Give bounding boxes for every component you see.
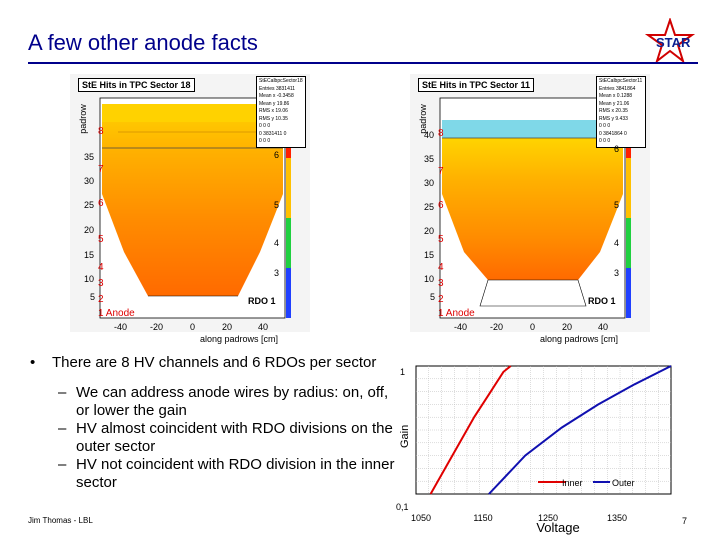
anode-label: 7 bbox=[98, 164, 104, 175]
left-ytick: 10 bbox=[84, 274, 95, 284]
left-ytick: 35 bbox=[84, 152, 95, 162]
right-ytick: 15 bbox=[424, 250, 435, 260]
right-ytick: 10 bbox=[424, 274, 435, 284]
rdo-label: 6 bbox=[274, 150, 280, 160]
rdo-label: 5 bbox=[614, 200, 620, 210]
anode-label: 3 bbox=[438, 278, 444, 289]
x-axis-label: Voltage bbox=[536, 520, 579, 535]
sub-bullet: – HV almost coincident with RDO divisions… bbox=[58, 420, 393, 455]
series-line-outer bbox=[488, 365, 672, 495]
anode-label: 5 bbox=[98, 234, 104, 245]
x-tick-label: 1250 bbox=[538, 513, 558, 523]
left-histogram bbox=[99, 97, 291, 319]
right-ytick: 40 bbox=[424, 130, 435, 140]
left-ytick: 30 bbox=[84, 176, 95, 186]
left-ytick: 25 bbox=[84, 200, 95, 210]
rdo-label: 4 bbox=[274, 238, 280, 248]
title-rule bbox=[28, 62, 698, 64]
left-xtick: 20 bbox=[222, 322, 233, 332]
sub-bullet: – HV not coincident with RDO division in … bbox=[58, 456, 395, 491]
x-tick-label: 1350 bbox=[607, 513, 627, 523]
anode-label: 1 Anode bbox=[438, 308, 475, 319]
left-ytick: 15 bbox=[84, 250, 95, 260]
right-xtick: -20 bbox=[490, 322, 504, 332]
anode-label: 4 bbox=[98, 262, 104, 273]
x-tick-label: 1050 bbox=[411, 513, 431, 523]
left-xtick: 40 bbox=[258, 322, 269, 332]
left-xtick: 0 bbox=[190, 322, 196, 332]
bullet-list: • There are 8 HV channels and 6 RDOs per … bbox=[30, 354, 400, 492]
anode-label: 2 bbox=[438, 294, 444, 305]
left-plot-title: StE Hits in TPC Sector 18 bbox=[78, 78, 195, 92]
anode-label: 5 bbox=[438, 234, 444, 245]
page-number: 7 bbox=[682, 516, 688, 526]
left-ytick: 5 bbox=[90, 292, 96, 302]
star-logo-icon bbox=[644, 18, 696, 64]
rdo-label: 6 bbox=[614, 144, 620, 154]
left-ylabel: padrow bbox=[77, 104, 88, 134]
right-xtick: 0 bbox=[530, 322, 536, 332]
anode-label: 8 bbox=[98, 126, 104, 137]
right-xtick: 20 bbox=[562, 322, 573, 332]
right-ytick: 25 bbox=[424, 202, 435, 212]
slide-title: A few other anode facts bbox=[28, 30, 258, 55]
right-ytick: 35 bbox=[424, 154, 435, 164]
right-ytick: 20 bbox=[424, 226, 435, 236]
rdo-label: 3 bbox=[274, 268, 280, 278]
left-xlabel: along padrows [cm] bbox=[200, 334, 279, 344]
right-ytick: 5 bbox=[430, 292, 436, 302]
rdo-text: RDO 1 bbox=[588, 296, 616, 306]
anode-label: 7 bbox=[438, 166, 444, 177]
right-histogram-panel: StE Hits in TPC Sector 11 StECalbpcSecto… bbox=[410, 74, 650, 332]
left-xtick: -40 bbox=[114, 322, 128, 332]
right-xtick: -40 bbox=[454, 322, 468, 332]
sub-bullet: – We can address anode wires by radius: o… bbox=[58, 384, 389, 419]
star-logo-text: STAR bbox=[656, 35, 691, 50]
anode-label: 2 bbox=[98, 294, 104, 305]
y-tick-label: 1 bbox=[400, 367, 405, 377]
right-xtick: 40 bbox=[598, 322, 609, 332]
y-tick-label: 0,1 bbox=[396, 502, 409, 512]
rdo-label: 4 bbox=[614, 238, 620, 248]
left-stats-box: StECalbpcSector18 Entries 3831411 Mean x -… bbox=[256, 76, 306, 148]
footer-author: Jim Thomas - LBL bbox=[28, 516, 93, 525]
right-ytick: 30 bbox=[424, 178, 435, 188]
anode-label: 6 bbox=[438, 200, 444, 211]
anode-label: 6 bbox=[98, 198, 104, 209]
legend-label-inner: Inner bbox=[562, 478, 583, 488]
left-ytick: 20 bbox=[84, 225, 95, 235]
anode-label: 8 bbox=[438, 128, 444, 139]
anode-label: 1 Anode bbox=[98, 308, 135, 319]
legend-label-outer: Outer bbox=[612, 478, 635, 488]
anode-label: 4 bbox=[438, 262, 444, 273]
anode-label: 3 bbox=[98, 278, 104, 289]
series-line-inner bbox=[429, 365, 512, 495]
right-stats-box: StECalbpcSector11 Entries 3841864 Mean x 0… bbox=[596, 76, 646, 148]
x-tick-label: 1150 bbox=[473, 513, 492, 523]
left-xtick: -20 bbox=[150, 322, 164, 332]
right-xlabel: along padrows [cm] bbox=[540, 334, 619, 344]
right-plot-title: StE Hits in TPC Sector 11 bbox=[418, 78, 535, 92]
rdo-label: 3 bbox=[614, 268, 620, 278]
rdo-text: RDO 1 bbox=[248, 296, 276, 306]
y-axis-label: Gain bbox=[399, 425, 411, 448]
bullet-main: • There are 8 HV channels and 6 RDOs per … bbox=[30, 354, 377, 371]
rdo-label: 5 bbox=[274, 200, 280, 210]
left-histogram-panel: StE Hits in TPC Sector 18 StECalbpcSecto… bbox=[70, 74, 310, 332]
